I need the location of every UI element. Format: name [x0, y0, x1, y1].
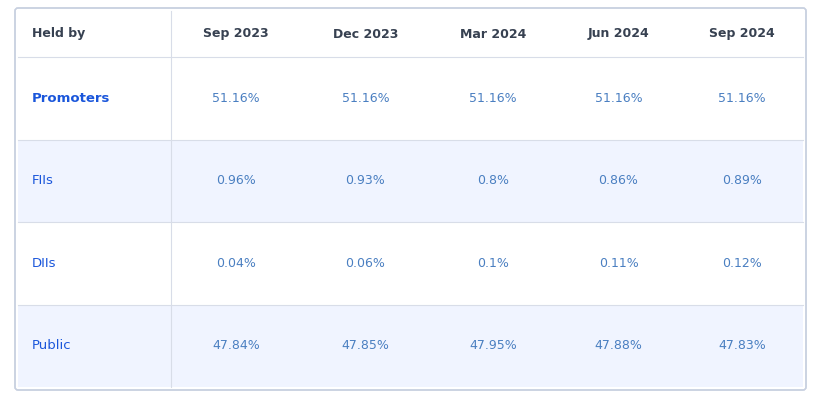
- Text: 0.04%: 0.04%: [216, 257, 256, 270]
- FancyBboxPatch shape: [15, 8, 806, 390]
- Text: 51.16%: 51.16%: [342, 92, 389, 105]
- Text: 47.83%: 47.83%: [718, 339, 766, 352]
- Text: Sep 2024: Sep 2024: [709, 28, 775, 41]
- Text: DIIs: DIIs: [32, 257, 57, 270]
- Bar: [18, 140, 803, 222]
- Text: 47.88%: 47.88%: [594, 339, 643, 352]
- Text: 47.85%: 47.85%: [342, 339, 389, 352]
- Text: 47.95%: 47.95%: [469, 339, 516, 352]
- Text: 0.89%: 0.89%: [722, 174, 762, 187]
- Text: 51.16%: 51.16%: [718, 92, 766, 105]
- Text: 0.93%: 0.93%: [346, 174, 385, 187]
- Text: 0.96%: 0.96%: [216, 174, 255, 187]
- Text: 51.16%: 51.16%: [212, 92, 259, 105]
- Text: Sep 2023: Sep 2023: [203, 28, 268, 41]
- Text: Held by: Held by: [32, 28, 85, 41]
- Text: Public: Public: [32, 339, 71, 352]
- Text: 0.12%: 0.12%: [722, 257, 762, 270]
- Text: FIIs: FIIs: [32, 174, 54, 187]
- Bar: [18, 222, 803, 304]
- Text: Mar 2024: Mar 2024: [460, 28, 526, 41]
- Text: 0.8%: 0.8%: [477, 174, 509, 187]
- Text: 51.16%: 51.16%: [594, 92, 642, 105]
- Text: 47.84%: 47.84%: [212, 339, 259, 352]
- Text: 51.16%: 51.16%: [469, 92, 516, 105]
- Bar: [18, 11, 803, 57]
- Text: Promoters: Promoters: [32, 92, 110, 105]
- Text: 0.06%: 0.06%: [346, 257, 385, 270]
- Bar: [18, 57, 803, 140]
- Text: Jun 2024: Jun 2024: [588, 28, 649, 41]
- Text: 0.11%: 0.11%: [599, 257, 639, 270]
- Text: 0.86%: 0.86%: [599, 174, 639, 187]
- Text: Dec 2023: Dec 2023: [333, 28, 398, 41]
- Bar: [18, 304, 803, 387]
- Text: 0.1%: 0.1%: [477, 257, 509, 270]
